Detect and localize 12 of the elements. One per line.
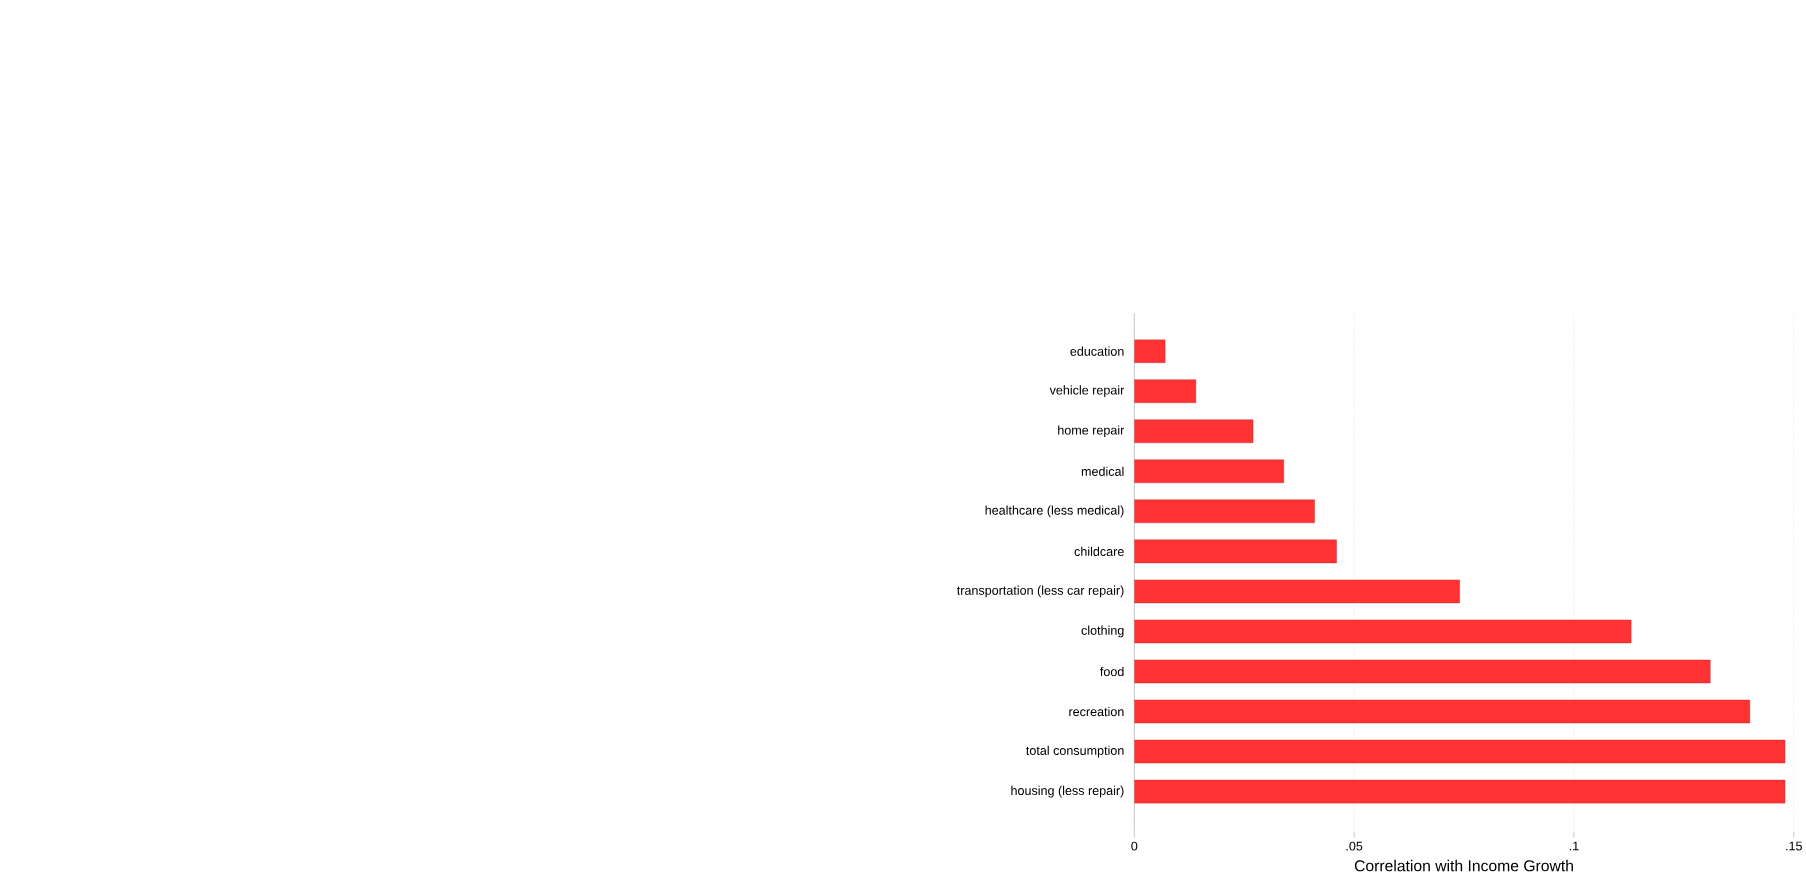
bar	[1134, 659, 1711, 683]
bar	[1134, 339, 1166, 363]
bar	[1134, 459, 1284, 483]
bar	[1134, 539, 1337, 563]
bar	[1134, 739, 1786, 763]
bar	[1134, 379, 1197, 403]
bar	[1134, 499, 1315, 523]
bar	[1134, 699, 1751, 723]
bar	[1134, 419, 1254, 443]
bar	[1134, 579, 1460, 603]
bar	[1134, 619, 1632, 643]
bar	[1134, 779, 1786, 803]
